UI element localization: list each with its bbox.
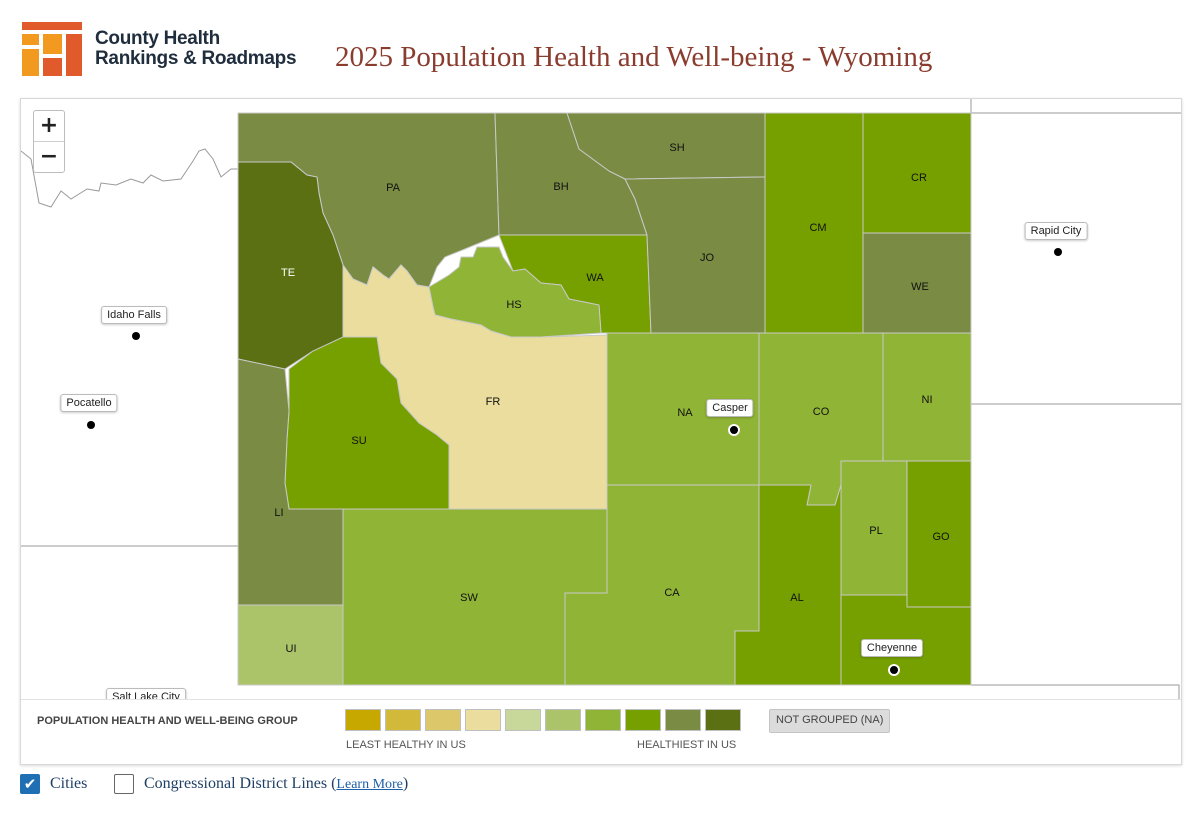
legend-swatch-5[interactable] bbox=[505, 709, 541, 731]
legend-healthiest: HEALTHIEST IN US bbox=[637, 739, 737, 751]
county-label: CM bbox=[809, 222, 826, 234]
zoom-out-button[interactable]: − bbox=[34, 141, 64, 172]
legend: POPULATION HEALTH AND WELL-BEING GROUP L… bbox=[21, 699, 1181, 764]
city-dot-idaho-falls bbox=[132, 332, 140, 340]
brand-line2: Rankings & Roadmaps bbox=[95, 48, 297, 69]
county-label: JO bbox=[700, 252, 715, 264]
header: County Health Rankings & Roadmaps 2025 P… bbox=[0, 0, 1200, 95]
legend-swatch-8[interactable] bbox=[625, 709, 661, 731]
learn-more-link[interactable]: Learn More bbox=[336, 777, 403, 792]
city-label-casper[interactable]: Casper bbox=[706, 399, 754, 417]
city-label-cheyenne[interactable]: Cheyenne bbox=[860, 639, 924, 657]
not-grouped-button[interactable]: NOT GROUPED (NA) bbox=[769, 709, 891, 733]
county-label: WE bbox=[911, 281, 929, 293]
legend-swatches bbox=[345, 709, 741, 731]
district-lines-label[interactable]: Congressional District Lines (Learn More… bbox=[144, 775, 409, 792]
district-lines-checkbox[interactable] bbox=[114, 774, 134, 794]
county-label: FR bbox=[486, 396, 501, 408]
check-icon: ✔ bbox=[23, 776, 37, 793]
county-label: LI bbox=[274, 507, 283, 519]
county-labels: PA BH SH CM CR TE HS WA JO WE FR NA CO N… bbox=[274, 142, 950, 655]
county-shapes[interactable] bbox=[237, 112, 972, 686]
county-label: TE bbox=[281, 267, 295, 279]
zoom-in-button[interactable]: + bbox=[39, 113, 59, 138]
county-label: NI bbox=[922, 394, 933, 406]
city-dot-rapid-city bbox=[1054, 248, 1062, 256]
brand-line1: County Health bbox=[95, 28, 220, 49]
legend-swatch-7[interactable] bbox=[585, 709, 621, 731]
county-label: CO bbox=[813, 406, 830, 418]
legend-swatch-10[interactable] bbox=[705, 709, 741, 731]
zoom-control: + − bbox=[33, 110, 65, 173]
county-map[interactable]: PA BH SH CM CR TE HS WA JO WE FR NA CO N… bbox=[21, 99, 1181, 699]
county-label: GO bbox=[932, 531, 950, 543]
legend-swatch-9[interactable] bbox=[665, 709, 701, 731]
county-label: AL bbox=[790, 592, 803, 604]
legend-swatch-2[interactable] bbox=[385, 709, 421, 731]
county-label: HS bbox=[506, 299, 521, 311]
county-label: NA bbox=[677, 407, 693, 419]
map-panel[interactable]: PA BH SH CM CR TE HS WA JO WE FR NA CO N… bbox=[20, 98, 1182, 765]
legend-title: POPULATION HEALTH AND WELL-BEING GROUP bbox=[37, 715, 298, 727]
county-UI[interactable] bbox=[237, 604, 344, 686]
legend-swatch-4[interactable] bbox=[465, 709, 501, 731]
legend-swatch-6[interactable] bbox=[545, 709, 581, 731]
district-lines-text: Congressional District Lines bbox=[144, 775, 328, 792]
legend-swatch-3[interactable] bbox=[425, 709, 461, 731]
legend-swatch-1[interactable] bbox=[345, 709, 381, 731]
city-label-rapid-city[interactable]: Rapid City bbox=[1024, 222, 1088, 240]
county-label: SU bbox=[351, 435, 366, 447]
cities-label[interactable]: Cities bbox=[50, 775, 88, 792]
county-label: PL bbox=[869, 525, 882, 537]
page-title: 2025 Population Health and Well-being - … bbox=[335, 41, 933, 73]
county-health-logo bbox=[22, 22, 82, 76]
county-label: CR bbox=[911, 172, 927, 184]
county-label: SH bbox=[669, 142, 684, 154]
county-label: UI bbox=[286, 643, 297, 655]
brand-name: County Health Rankings & Roadmaps bbox=[95, 28, 297, 69]
county-label: SW bbox=[460, 592, 478, 604]
county-label: BH bbox=[553, 181, 568, 193]
city-label-idaho-falls[interactable]: Idaho Falls bbox=[101, 306, 167, 324]
county-label: WA bbox=[586, 272, 604, 284]
city-dot-cheyenne bbox=[888, 664, 900, 676]
cities-checkbox[interactable]: ✔ bbox=[20, 774, 40, 794]
county-label: PA bbox=[386, 182, 401, 194]
city-label-pocatello[interactable]: Pocatello bbox=[60, 394, 118, 412]
county-label: CA bbox=[664, 587, 680, 599]
city-dot-pocatello bbox=[87, 421, 95, 429]
city-dot-casper bbox=[728, 424, 740, 436]
city-markers bbox=[87, 248, 1062, 676]
legend-least-healthy: LEAST HEALTHY IN US bbox=[346, 739, 466, 751]
